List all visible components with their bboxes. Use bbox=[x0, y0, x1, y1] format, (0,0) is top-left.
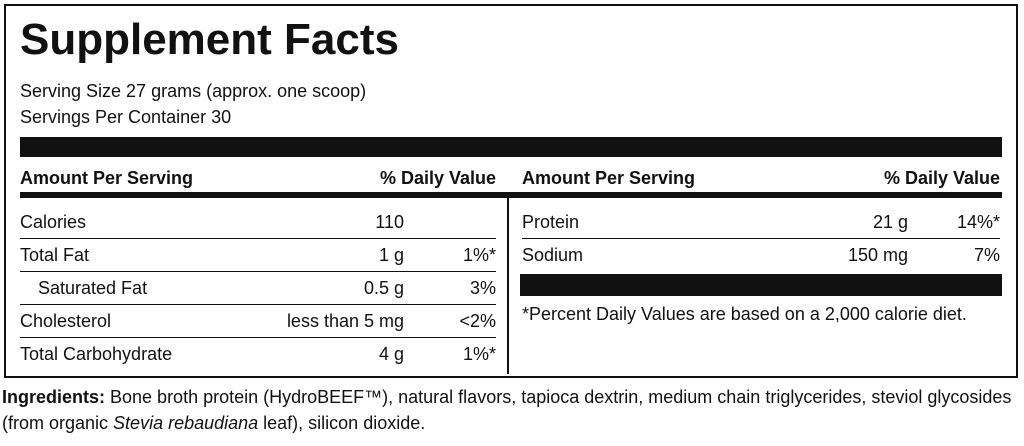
servings-per-container: Servings Per Container 30 bbox=[20, 107, 232, 127]
title: Supplement Facts bbox=[20, 15, 399, 64]
row-name: Calories bbox=[20, 212, 87, 232]
header-dv: % Daily Value bbox=[379, 168, 496, 188]
facts-box bbox=[4, 4, 1018, 378]
row-rule bbox=[20, 271, 496, 272]
row-name: Protein bbox=[522, 212, 580, 232]
row-dv: <2% bbox=[459, 311, 496, 331]
row-name: Total Fat bbox=[20, 245, 90, 265]
row-dv: 14%* bbox=[956, 212, 1000, 232]
header-dv: % Daily Value bbox=[883, 168, 1000, 188]
ingredients: Ingredients: Bone broth protein (HydroBE… bbox=[2, 384, 1017, 436]
footnote: *Percent Daily Values are based on a 2,0… bbox=[522, 304, 967, 324]
medium-bar bbox=[20, 192, 1002, 198]
thick-bar bbox=[520, 274, 1002, 296]
row-dv: 3% bbox=[469, 278, 496, 298]
row-dv: 7% bbox=[973, 245, 1000, 265]
row-dv: 1%* bbox=[462, 344, 496, 364]
header-amount: Amount Per Serving bbox=[20, 168, 194, 188]
row-rule bbox=[522, 238, 1000, 239]
ingredients-italic: Stevia rebaudiana bbox=[113, 413, 259, 433]
header-amount: Amount Per Serving bbox=[522, 168, 696, 188]
serving-size: Serving Size 27 grams (approx. one scoop… bbox=[20, 81, 367, 101]
row-amount: 1 g bbox=[378, 245, 404, 265]
ingredients-label: Ingredients: bbox=[2, 387, 106, 407]
row-name: Total Carbohydrate bbox=[20, 344, 173, 364]
row-amount: 0.5 g bbox=[363, 278, 404, 298]
thick-bar bbox=[20, 137, 1002, 157]
row-dv: 1%* bbox=[462, 245, 496, 265]
ingredients-text-end: leaf), silicon dioxide. bbox=[258, 413, 426, 433]
column-divider bbox=[507, 198, 509, 374]
row-name: Saturated Fat bbox=[38, 278, 148, 298]
row-amount: 4 g bbox=[378, 344, 404, 364]
row-amount: 110 bbox=[375, 212, 404, 232]
row-rule bbox=[20, 304, 496, 305]
row-rule bbox=[20, 337, 496, 338]
row-rule bbox=[20, 238, 496, 239]
row-name: Cholesterol bbox=[20, 311, 112, 331]
row-name: Sodium bbox=[522, 245, 584, 265]
row-amount: 21 g bbox=[872, 212, 908, 232]
ingredients-text: Bone broth protein (HydroBEEF™), natural… bbox=[2, 387, 1012, 433]
row-amount: 150 mg bbox=[847, 245, 908, 265]
row-amount: less than 5 mg bbox=[286, 311, 404, 331]
